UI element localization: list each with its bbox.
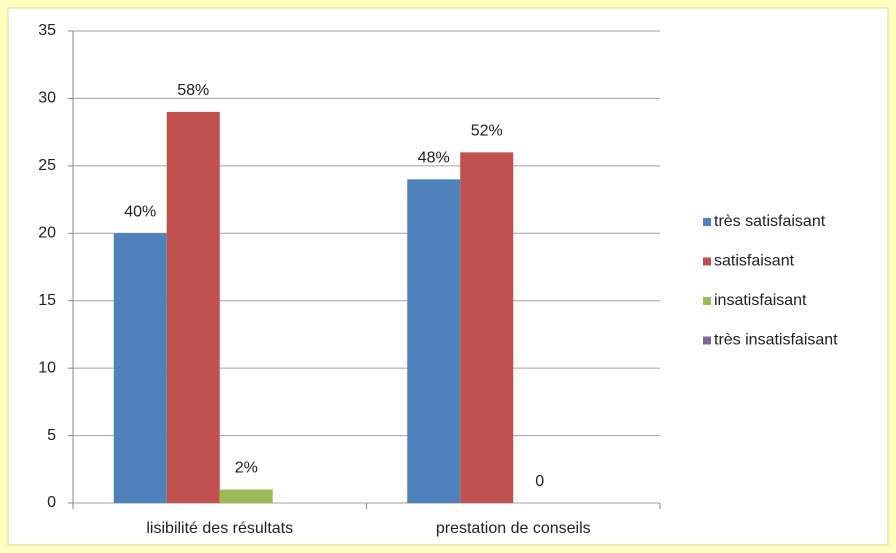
legend-swatch	[703, 257, 711, 266]
x-tick-label: lisibilité des résultats	[146, 520, 293, 537]
bar	[219, 489, 273, 503]
data-label: 48%	[418, 150, 450, 167]
y-tick-label: 0	[47, 494, 56, 511]
legend-label: insatisfaisant	[714, 292, 807, 309]
y-tick-label: 25	[38, 157, 56, 174]
legend-swatch	[703, 218, 711, 226]
x-tick-label: prestation de conseils	[436, 520, 591, 537]
data-label: 0	[535, 473, 544, 490]
legend-swatch	[703, 336, 711, 345]
legend-label: très satisfaisant	[714, 213, 826, 230]
legend-label: très insatisfaisant	[714, 332, 838, 349]
data-label: 40%	[124, 204, 156, 221]
data-label: 2%	[235, 460, 258, 477]
y-tick-label: 20	[38, 225, 56, 242]
data-label: 58%	[177, 82, 209, 99]
y-tick-label: 15	[38, 292, 56, 309]
legend-swatch	[703, 297, 711, 305]
bar	[407, 179, 461, 504]
bar	[166, 111, 220, 504]
y-tick-label: 5	[47, 427, 56, 444]
bar	[113, 233, 167, 504]
data-label: 52%	[471, 123, 503, 140]
legend-label: satisfaisant	[714, 253, 795, 270]
y-tick-label: 35	[38, 22, 56, 39]
y-tick-label: 10	[38, 359, 56, 376]
bar	[460, 152, 514, 503]
y-tick-label: 30	[38, 90, 56, 107]
